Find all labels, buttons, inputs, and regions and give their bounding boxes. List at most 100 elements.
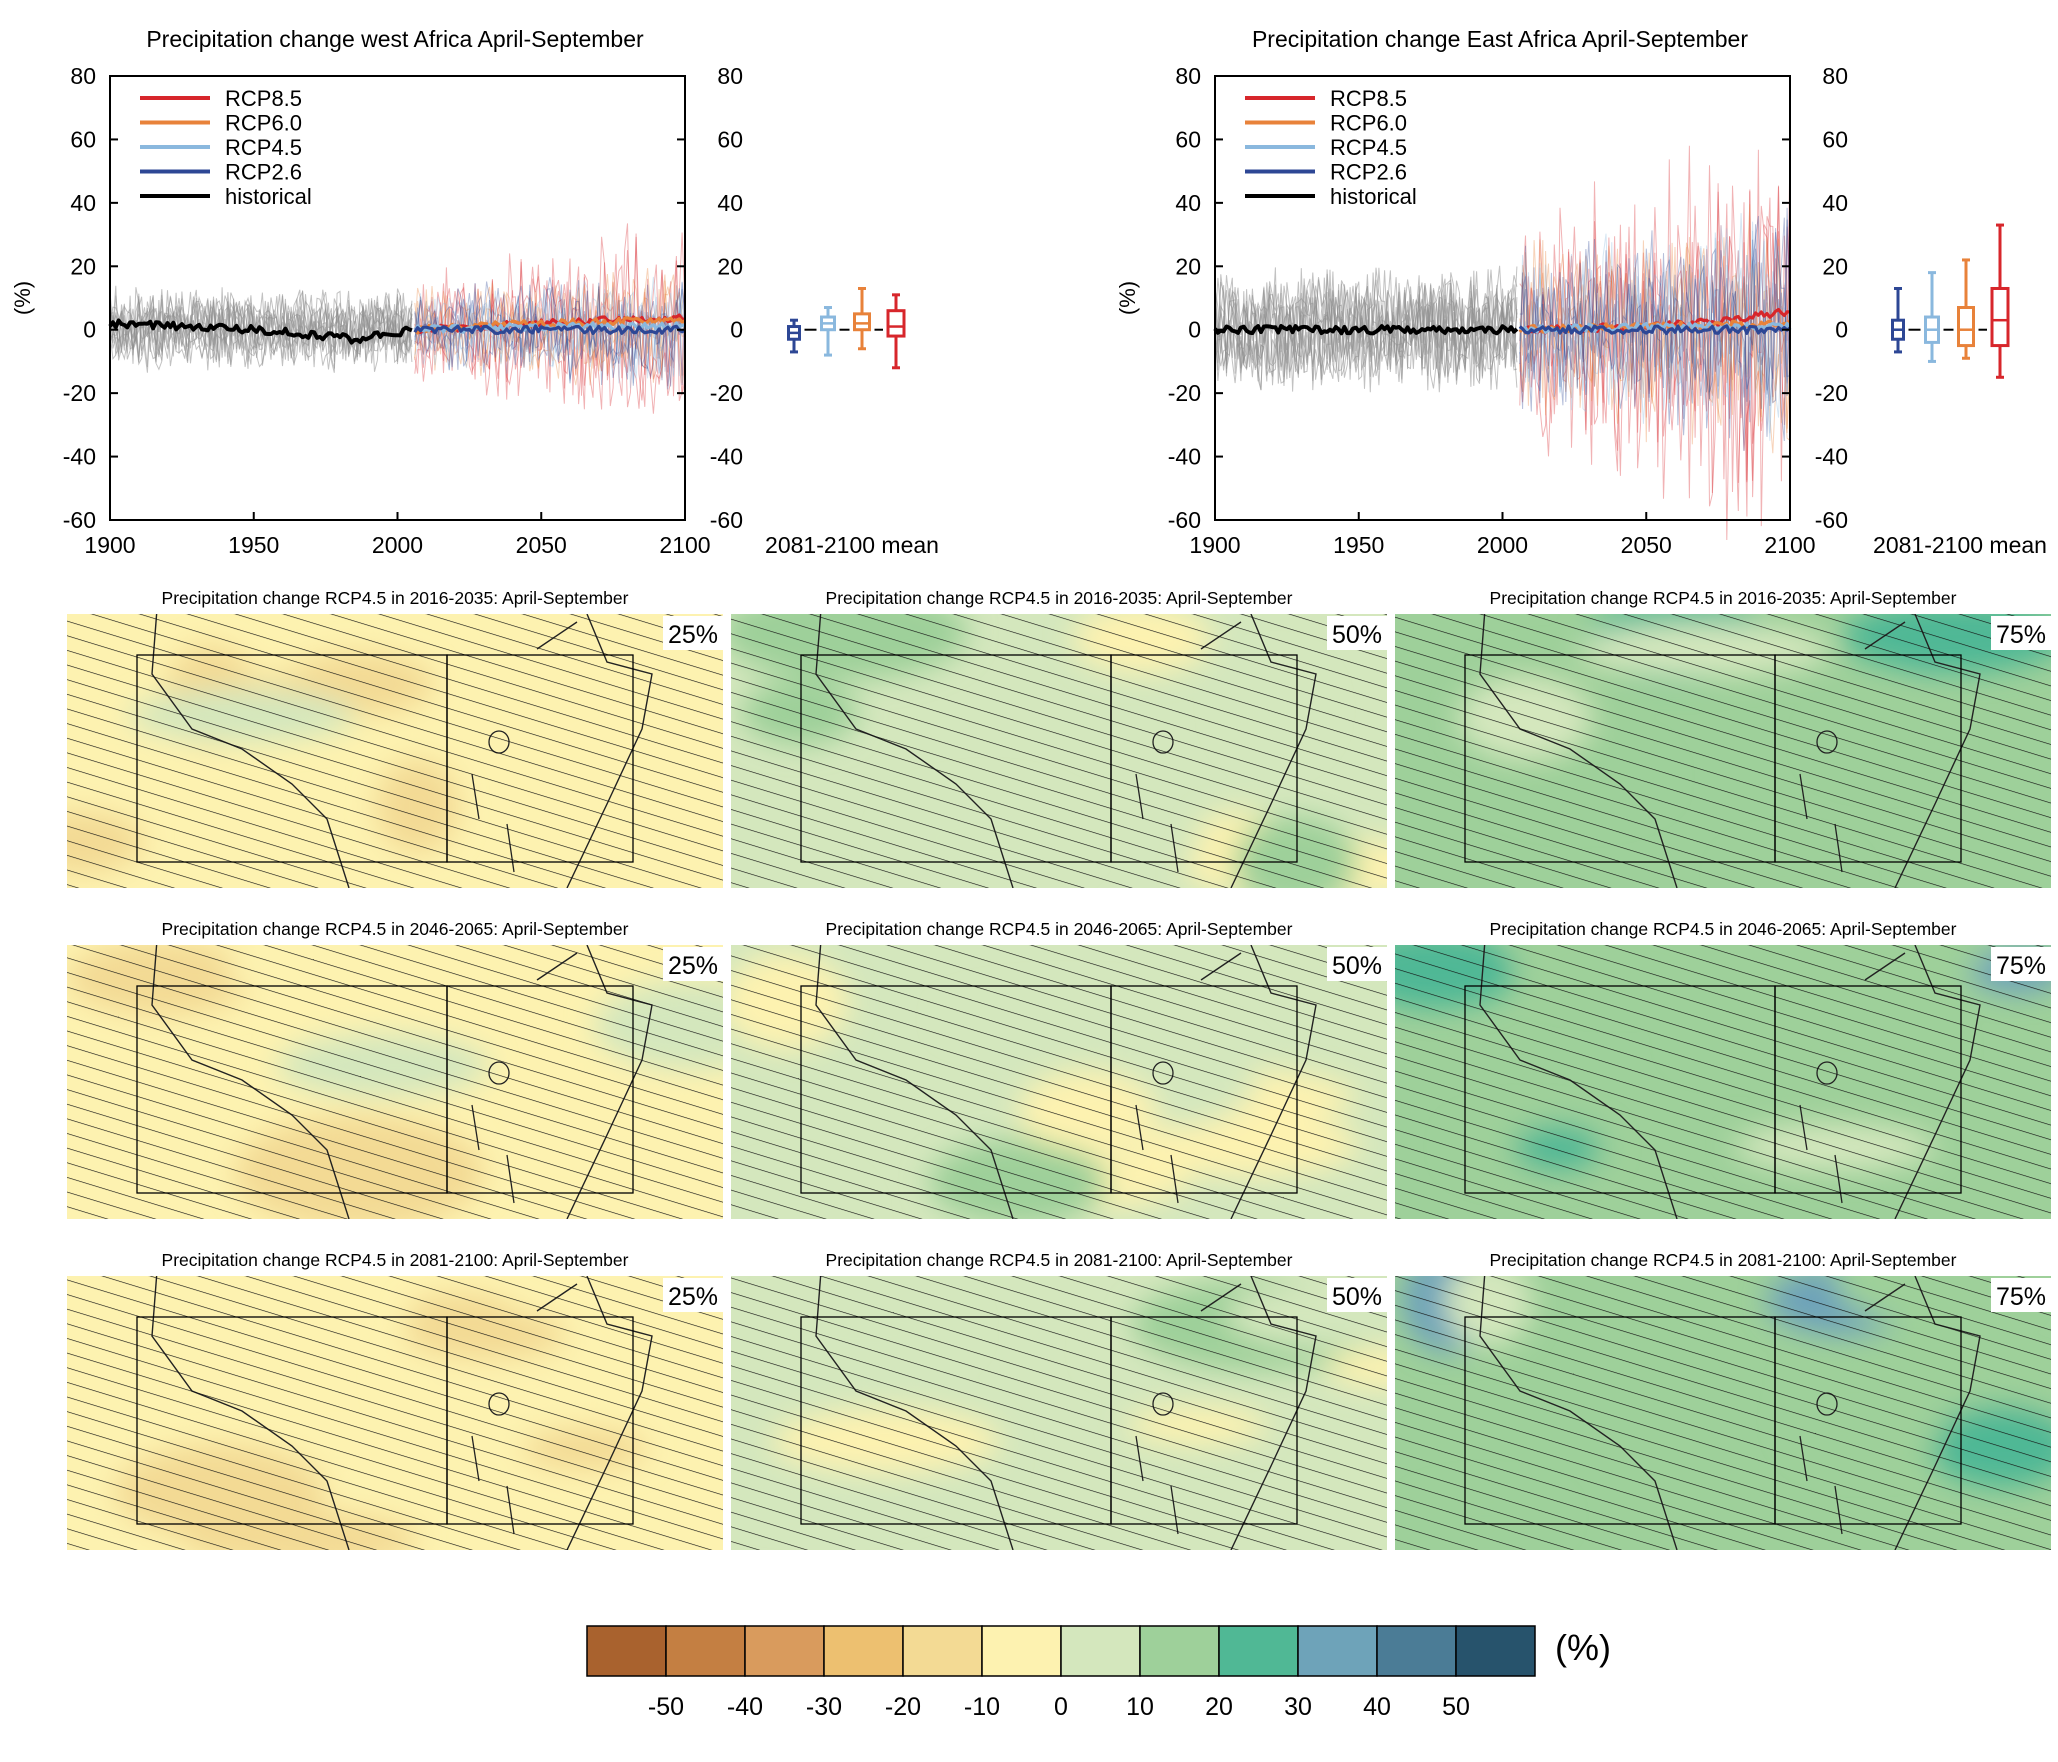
colorbar-unit: (%)	[1555, 1627, 1611, 1668]
significance-hatching	[67, 1276, 723, 1550]
boxplots-2081-2100	[1891, 223, 2010, 379]
legend-label: RCP6.0	[225, 111, 302, 136]
colorbar-swatch	[586, 1625, 667, 1677]
x-tick-label: 2050	[516, 532, 567, 558]
x-tick-label: 1950	[228, 532, 279, 558]
box-iqr	[853, 312, 871, 332]
y-axis-left: -60 -40 -20 0 20 40 60 80	[63, 63, 118, 533]
percentile-label: 50%	[1332, 1283, 1382, 1311]
y-tick-label: 20	[1822, 253, 1848, 279]
boxplot-label: 2081-2100 mean	[765, 532, 939, 558]
percentile-label-bg	[1327, 1278, 1387, 1312]
x-tick-label: 1950	[1333, 532, 1384, 558]
timeseries-west-africa: Precipitation change west Africa April-S…	[10, 26, 939, 558]
y-tick-label: 40	[717, 190, 743, 216]
x-tick-label: 2050	[1621, 532, 1672, 558]
region-box-east	[1774, 985, 1962, 1194]
colorbar-swatch	[1455, 1625, 1536, 1677]
map-title: Precipitation change RCP4.5 in 2081-2100…	[162, 1250, 629, 1270]
legend-label: historical	[1330, 184, 1417, 209]
percentile-label: 25%	[668, 621, 718, 649]
chart-title: Precipitation change East Africa April-S…	[1252, 26, 1748, 52]
colorbar-swatch	[1060, 1625, 1141, 1677]
colorbar-tick-label: -40	[727, 1693, 763, 1721]
map-field	[731, 1276, 1387, 1550]
scenario-ensemble-member	[414, 289, 686, 382]
y-tick-label: 80	[1175, 63, 1201, 89]
map-field	[731, 614, 1387, 888]
percentile-label-bg	[663, 1278, 723, 1312]
x-tick-label: 1900	[84, 532, 135, 558]
scenario-ensemble-member	[1519, 228, 1791, 434]
scenario-ensemble-member	[1519, 221, 1791, 415]
colorbar-swatch	[902, 1625, 983, 1677]
percentile-label: 75%	[1996, 1283, 2046, 1311]
colorbar-tick-label: 20	[1205, 1693, 1233, 1721]
y-tick-label: -60	[1815, 507, 1848, 533]
percentile-label-bg	[1991, 947, 2051, 981]
colorbar-swatch	[744, 1625, 825, 1677]
series-line-rcp26	[413, 324, 686, 336]
colorbar-swatch	[1139, 1625, 1220, 1677]
y-axis-right: -60 -40 -20 0 20 40 60 80	[1782, 63, 1848, 533]
scenario-ensemble-member	[1519, 159, 1791, 541]
map-panel: Precipitation change RCP4.5 in 2016-2035…	[731, 588, 1387, 888]
significance-hatching	[1395, 614, 2051, 888]
region-box-east	[1110, 654, 1298, 863]
y-tick-label: 40	[70, 190, 96, 216]
x-axis: 1900 1950 2000 2050 2100	[84, 512, 711, 558]
colorbar: -50 -40 -30 -20 -10 0 10 20 30 40 50	[586, 1625, 1536, 1721]
map-panel: Precipitation change RCP4.5 in 2081-2100…	[1395, 1250, 2051, 1550]
series-line-historical	[1213, 324, 1519, 336]
y-tick-label: 60	[70, 126, 96, 152]
y-tick-label: 60	[1175, 126, 1201, 152]
colorbar-tick-label: 40	[1363, 1693, 1391, 1721]
series-lines	[108, 313, 686, 345]
map-title: Precipitation change RCP4.5 in 2016-2035…	[1490, 588, 1957, 608]
map-field	[1395, 614, 2051, 888]
map-title: Precipitation change RCP4.5 in 2016-2035…	[162, 588, 629, 608]
legend-label: RCP2.6	[225, 160, 302, 185]
significance-hatching	[1395, 945, 2051, 1219]
y-tick-label: 40	[1822, 190, 1848, 216]
y-tick-label: -40	[1815, 444, 1848, 470]
series-line-rcp26	[1518, 324, 1791, 336]
y-tick-label: 0	[730, 317, 743, 343]
y-axis-right: -60 -40 -20 0 20 40 60 80	[677, 63, 743, 533]
legend-label: historical	[225, 184, 312, 209]
y-tick-label: -60	[63, 507, 96, 533]
scenario-ensemble-member	[414, 273, 686, 372]
colorbar-tick-label: -30	[806, 1693, 842, 1721]
map-panel: Precipitation change RCP4.5 in 2016-2035…	[67, 588, 723, 888]
scenario-ensemble-member	[1519, 240, 1791, 454]
scenario-ensemble-member	[414, 280, 686, 387]
legend-label: RCP6.0	[1330, 111, 1407, 136]
scenario-ensemble-member	[1519, 238, 1791, 443]
region-box-east	[1110, 985, 1298, 1194]
region-box-east	[1774, 1316, 1962, 1525]
y-tick-label: -40	[710, 444, 743, 470]
map-field	[731, 945, 1387, 1219]
y-tick-label: -60	[710, 507, 743, 533]
percentile-label-bg	[663, 947, 723, 981]
region-box-east	[446, 985, 634, 1194]
significance-hatching	[731, 614, 1387, 888]
map-title: Precipitation change RCP4.5 in 2081-2100…	[826, 1250, 1293, 1270]
y-tick-label: 40	[1175, 190, 1201, 216]
map-field	[1395, 945, 2051, 1219]
percentile-label-bg	[1991, 1278, 2051, 1312]
scenario-ensemble-member	[414, 276, 686, 376]
y-tick-label: -40	[63, 444, 96, 470]
scenario-ensemble-member	[1519, 224, 1791, 439]
legend-label: RCP4.5	[1330, 135, 1407, 160]
scenario-ensemble-member	[1519, 230, 1791, 441]
percentile-label-bg	[1991, 616, 2051, 650]
scenario-ensemble-member	[414, 268, 686, 383]
map-title: Precipitation change RCP4.5 in 2046-2065…	[1490, 919, 1957, 939]
y-tick-label: 0	[1835, 317, 1848, 343]
box-iqr	[1990, 286, 2010, 348]
scenario-ensemble-member	[414, 250, 686, 410]
percentile-label-bg	[1327, 616, 1387, 650]
timeseries-east-africa: Precipitation change East Africa April-S…	[1115, 26, 2047, 558]
